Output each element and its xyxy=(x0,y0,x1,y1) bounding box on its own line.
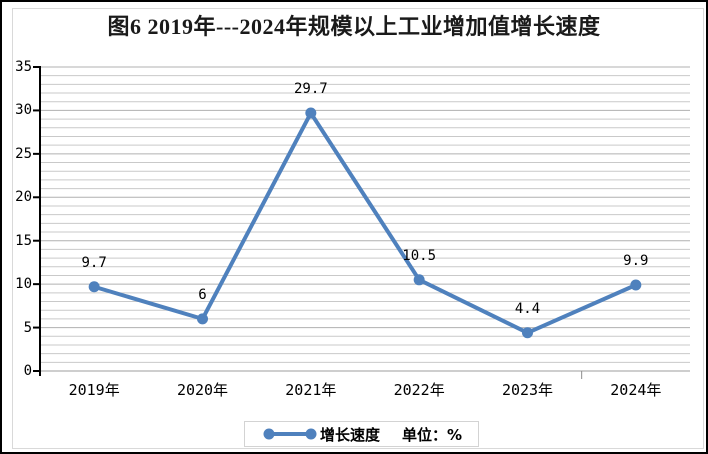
chart-title: 图6 2019年---2024年规模以上工业增加值增长速度 xyxy=(107,14,601,39)
y-axis-tick-label: 10 xyxy=(15,276,32,293)
x-axis-category-label: 2020年 xyxy=(176,381,229,399)
y-axis-tick-label: 0 xyxy=(23,363,32,379)
y-axis-tick-label: 30 xyxy=(15,102,32,119)
x-axis-category-label: 2021年 xyxy=(285,381,337,399)
growth-rate-line xyxy=(92,111,638,335)
x-axis-category-label: 2019年 xyxy=(68,381,120,399)
y-axis-tick-label: 35 xyxy=(15,59,32,75)
data-point-label: 9.7 xyxy=(81,254,107,271)
data-point-label: 29.7 xyxy=(293,81,328,98)
data-point-label: 10.5 xyxy=(402,247,437,264)
data-point-marker xyxy=(522,327,533,339)
legend-line-marker-icon xyxy=(263,428,317,440)
x-axis-category-label: 2024年 xyxy=(610,381,662,399)
y-axis-tick-label: 20 xyxy=(15,189,32,206)
data-point-label: 6 xyxy=(198,286,207,303)
data-point-marker xyxy=(630,279,642,291)
data-point-marker xyxy=(305,107,317,119)
y-axis-tick-label: 5 xyxy=(23,319,32,336)
legend-unit-label: 单位：% xyxy=(401,425,463,444)
legend: 增长速度 单位：% xyxy=(244,421,479,447)
data-point-label: 4.4 xyxy=(514,300,541,317)
legend-series-label: 增长速度 xyxy=(319,425,380,444)
data-point-marker xyxy=(413,274,425,286)
y-axis-tick-label: 15 xyxy=(15,232,32,249)
data-point-marker xyxy=(197,313,208,325)
y-axis-tick-label: 25 xyxy=(15,145,32,162)
data-point-marker xyxy=(88,281,100,293)
data-point-label: 9.9 xyxy=(623,253,649,269)
x-axis-category-label: 2022年 xyxy=(393,381,445,399)
x-axis-category-label: 2023年 xyxy=(501,381,554,399)
